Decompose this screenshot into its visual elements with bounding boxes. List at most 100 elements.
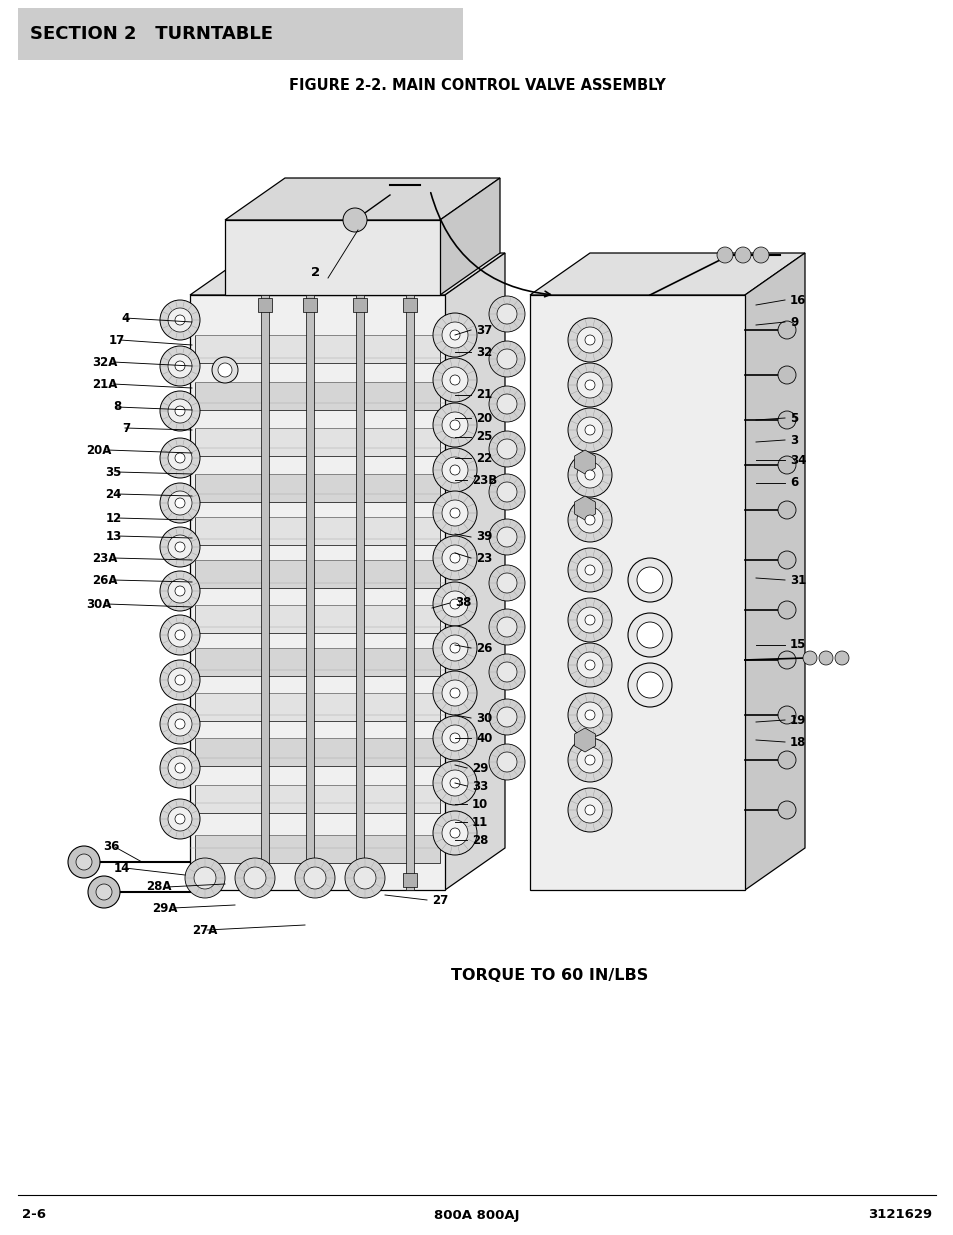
- Circle shape: [802, 651, 816, 664]
- Circle shape: [168, 354, 192, 378]
- Circle shape: [567, 408, 612, 452]
- Circle shape: [450, 375, 459, 385]
- Circle shape: [627, 613, 671, 657]
- Circle shape: [433, 626, 476, 671]
- Circle shape: [497, 752, 517, 772]
- Circle shape: [584, 659, 595, 671]
- Circle shape: [96, 884, 112, 900]
- Circle shape: [577, 557, 602, 583]
- Circle shape: [212, 357, 237, 383]
- Circle shape: [778, 456, 795, 474]
- Circle shape: [489, 609, 524, 645]
- Polygon shape: [406, 295, 414, 890]
- Text: 36: 36: [104, 841, 120, 853]
- Polygon shape: [190, 253, 504, 295]
- Text: 26A: 26A: [92, 573, 118, 587]
- Circle shape: [577, 606, 602, 634]
- Circle shape: [433, 536, 476, 580]
- Circle shape: [497, 304, 517, 324]
- Polygon shape: [194, 429, 439, 456]
- Polygon shape: [225, 220, 439, 295]
- Circle shape: [577, 508, 602, 534]
- Polygon shape: [194, 785, 439, 813]
- Text: TORQUE TO 60 IN/LBS: TORQUE TO 60 IN/LBS: [451, 967, 648, 983]
- Circle shape: [174, 498, 185, 508]
- Text: 28: 28: [472, 834, 488, 846]
- Circle shape: [567, 317, 612, 362]
- Polygon shape: [574, 496, 595, 520]
- Circle shape: [234, 858, 274, 898]
- Polygon shape: [444, 253, 504, 890]
- Text: 19: 19: [789, 714, 805, 726]
- Circle shape: [734, 247, 750, 263]
- Circle shape: [637, 622, 662, 648]
- Circle shape: [450, 599, 459, 609]
- Text: 26: 26: [476, 641, 492, 655]
- Bar: [402, 298, 416, 312]
- Circle shape: [168, 756, 192, 781]
- Bar: [18, 7, 462, 61]
- Circle shape: [489, 564, 524, 601]
- Text: 37: 37: [476, 324, 492, 336]
- Circle shape: [567, 693, 612, 737]
- Circle shape: [584, 471, 595, 480]
- Text: 21A: 21A: [92, 378, 118, 390]
- Polygon shape: [261, 295, 269, 890]
- Circle shape: [168, 399, 192, 424]
- Circle shape: [637, 567, 662, 593]
- Circle shape: [567, 548, 612, 592]
- Circle shape: [160, 748, 200, 788]
- Circle shape: [345, 858, 385, 898]
- Circle shape: [450, 330, 459, 340]
- Text: 4: 4: [122, 311, 130, 325]
- Text: 23B: 23B: [472, 473, 497, 487]
- Text: 18: 18: [789, 736, 805, 748]
- Circle shape: [168, 668, 192, 692]
- Bar: [303, 298, 316, 312]
- Text: 11: 11: [472, 815, 488, 829]
- Circle shape: [160, 615, 200, 655]
- Circle shape: [489, 296, 524, 332]
- Circle shape: [433, 403, 476, 447]
- Circle shape: [433, 582, 476, 626]
- Circle shape: [778, 601, 795, 619]
- Text: 13: 13: [106, 530, 122, 542]
- Text: 21: 21: [476, 389, 492, 401]
- Text: 2: 2: [311, 266, 320, 279]
- Text: SECTION 2   TURNTABLE: SECTION 2 TURNTABLE: [30, 25, 273, 43]
- Circle shape: [627, 558, 671, 601]
- Text: 23: 23: [476, 552, 492, 564]
- Circle shape: [218, 363, 232, 377]
- Text: 6: 6: [789, 477, 798, 489]
- Circle shape: [584, 805, 595, 815]
- Circle shape: [304, 867, 326, 889]
- Circle shape: [489, 474, 524, 510]
- Text: 25: 25: [476, 431, 492, 443]
- Text: 28A: 28A: [147, 881, 172, 893]
- Text: 32: 32: [476, 346, 492, 358]
- Circle shape: [497, 618, 517, 637]
- Circle shape: [160, 346, 200, 387]
- Circle shape: [752, 247, 768, 263]
- Circle shape: [584, 755, 595, 764]
- Circle shape: [567, 788, 612, 832]
- Circle shape: [450, 688, 459, 698]
- Polygon shape: [194, 605, 439, 634]
- Polygon shape: [194, 517, 439, 545]
- Circle shape: [160, 704, 200, 743]
- Circle shape: [433, 312, 476, 357]
- Circle shape: [450, 553, 459, 563]
- Circle shape: [168, 492, 192, 515]
- Circle shape: [174, 676, 185, 685]
- Circle shape: [441, 769, 468, 797]
- Circle shape: [567, 598, 612, 642]
- Text: 29: 29: [472, 762, 488, 774]
- Circle shape: [497, 662, 517, 682]
- Circle shape: [174, 814, 185, 824]
- Circle shape: [174, 453, 185, 463]
- Text: 40: 40: [476, 731, 492, 745]
- Circle shape: [450, 420, 459, 430]
- Text: 800A 800AJ: 800A 800AJ: [434, 1209, 519, 1221]
- Text: 16: 16: [789, 294, 805, 306]
- Circle shape: [160, 659, 200, 700]
